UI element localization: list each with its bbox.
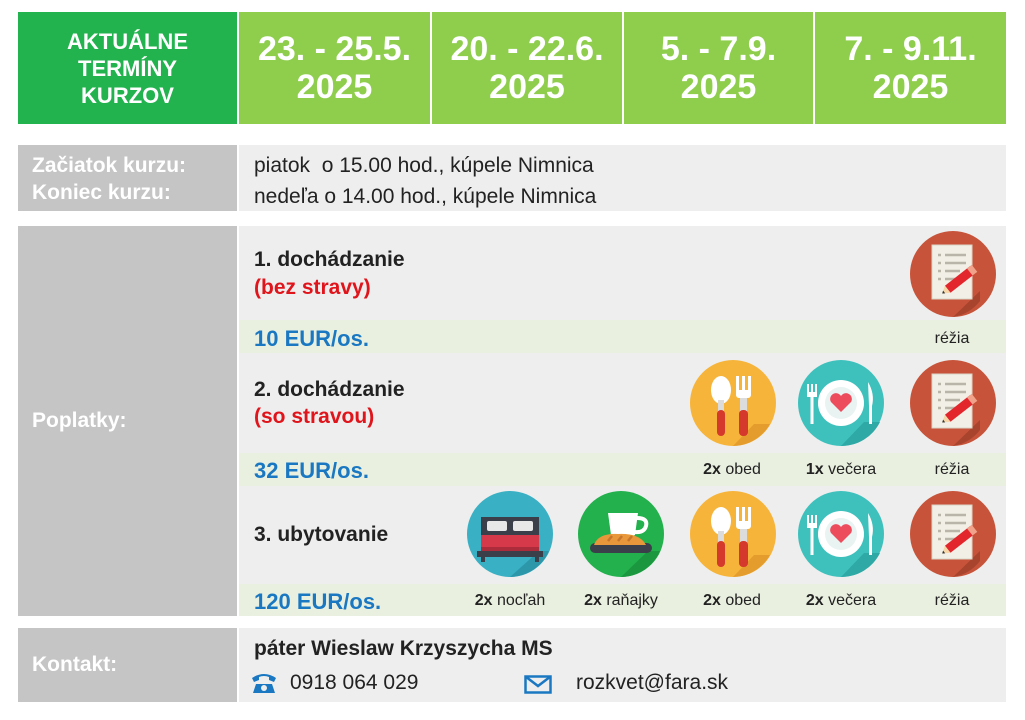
fee-option-price: 10 EUR/os. <box>254 326 369 351</box>
start-value: piatok o 15.00 hod., kúpele Nimnica <box>254 154 594 177</box>
header-title-line: TERMÍNY <box>78 55 177 81</box>
fee-item-label: réžia <box>934 330 970 347</box>
fee-item-caption: réžia <box>897 330 1007 348</box>
fee-option-title: 1. dochádzanie <box>254 248 405 271</box>
contact-email[interactable]: rozkvet@fara.sk <box>576 671 729 694</box>
fee-item-caption: 2x raňajky <box>566 592 676 610</box>
contact-label: Kontakt: <box>18 628 237 702</box>
fee-option-1-price-row <box>239 320 1006 353</box>
contact-phone[interactable]: 0918 064 029 <box>290 671 419 694</box>
fee-item-count: 2x <box>703 461 721 478</box>
fee-item-caption: 2x nocľah <box>455 592 565 610</box>
fee-option-price: 32 EUR/os. <box>254 458 369 483</box>
fee-item-count: 2x <box>474 592 493 609</box>
date-cell-2: 20. - 22.6. 2025 <box>432 12 622 124</box>
fee-item-caption: 2x večera <box>786 592 896 610</box>
end-label: Koniec kurzu: <box>32 181 171 204</box>
fee-option-price: 120 EUR/os. <box>254 589 382 614</box>
fees-label: Poplatky: <box>18 226 237 616</box>
fee-item-label: večera <box>828 592 877 609</box>
date-cell-3: 5. - 7.9. 2025 <box>624 12 813 124</box>
schedule-values: piatok o 15.00 hod., kúpele Nimnica nede… <box>239 145 1006 211</box>
header-title-line: AKTUÁLNE <box>67 28 188 54</box>
fee-option-note: (so stravou) <box>254 405 375 428</box>
fee-option-title: 3. ubytovanie <box>254 523 389 546</box>
date-year: 2025 <box>872 68 949 106</box>
registration-icon <box>910 360 996 446</box>
date-cell-4: 7. - 9.11. 2025 <box>815 12 1006 124</box>
date-range: 5. - 7.9. <box>660 30 777 68</box>
date-year: 2025 <box>489 68 565 106</box>
fee-item-label: raňajky <box>606 592 658 609</box>
fee-item-label: obed <box>725 592 761 609</box>
fee-item-caption: réžia <box>897 592 1007 610</box>
date-year: 2025 <box>296 68 373 106</box>
contact-panel <box>239 628 1006 702</box>
fee-item-caption: réžia <box>897 461 1007 479</box>
fee-item-caption: 2x obed <box>677 461 787 479</box>
contact-label-text: Kontakt: <box>32 653 118 676</box>
header-title-line: KURZOV <box>81 82 174 108</box>
date-range: 7. - 9.11. <box>844 30 977 68</box>
header-title: AKTUÁLNE TERMÍNY KURZOV <box>18 12 237 124</box>
breakfast-icon <box>578 491 664 577</box>
fee-item-count: 1x <box>805 461 824 478</box>
dinner-icon <box>798 360 884 446</box>
bed-icon <box>467 491 553 577</box>
fee-item-label: réžia <box>934 592 970 609</box>
fee-option-3-price-row <box>239 584 1006 616</box>
fee-item-label: nocľah <box>496 592 546 609</box>
contact-name: páter Wieslaw Krzyszycha MS <box>254 637 553 660</box>
fee-item-count: 2x <box>584 592 602 609</box>
registration-icon <box>910 231 996 317</box>
lunch-icon <box>690 360 776 446</box>
lunch-icon <box>690 491 776 577</box>
fee-option-2-price-row <box>239 453 1006 486</box>
fee-option-1 <box>239 226 1006 320</box>
fee-option-2 <box>239 353 1006 453</box>
date-cell-1: 23. - 25.5. 2025 <box>239 12 430 124</box>
registration-icon <box>910 491 996 577</box>
fee-item-caption: 2x obed <box>677 592 787 610</box>
date-range: 23. - 25.5. <box>257 30 412 68</box>
date-year: 2025 <box>680 68 757 106</box>
end-value: nedeľa o 14.00 hod., kúpele Nimnica <box>254 185 597 208</box>
fee-item-count: 2x <box>805 592 824 609</box>
fee-option-note: (bez stravy) <box>254 276 371 299</box>
fee-item-count: 2x <box>703 592 721 609</box>
fees-label-text: Poplatky: <box>32 409 127 432</box>
fee-item-label: večera <box>828 461 877 478</box>
fee-item-label: obed <box>725 461 761 478</box>
schedule-labels: Začiatok kurzu: Koniec kurzu: <box>18 145 237 211</box>
phone-icon <box>252 674 276 693</box>
date-range: 20. - 22.6. <box>450 30 604 68</box>
email-icon <box>524 675 552 694</box>
fee-option-title: 2. dochádzanie <box>254 378 405 401</box>
fee-item-caption: 1x večera <box>786 461 896 479</box>
fee-item-label: réžia <box>934 461 970 478</box>
dinner-icon <box>798 491 884 577</box>
start-label: Začiatok kurzu: <box>32 154 187 177</box>
